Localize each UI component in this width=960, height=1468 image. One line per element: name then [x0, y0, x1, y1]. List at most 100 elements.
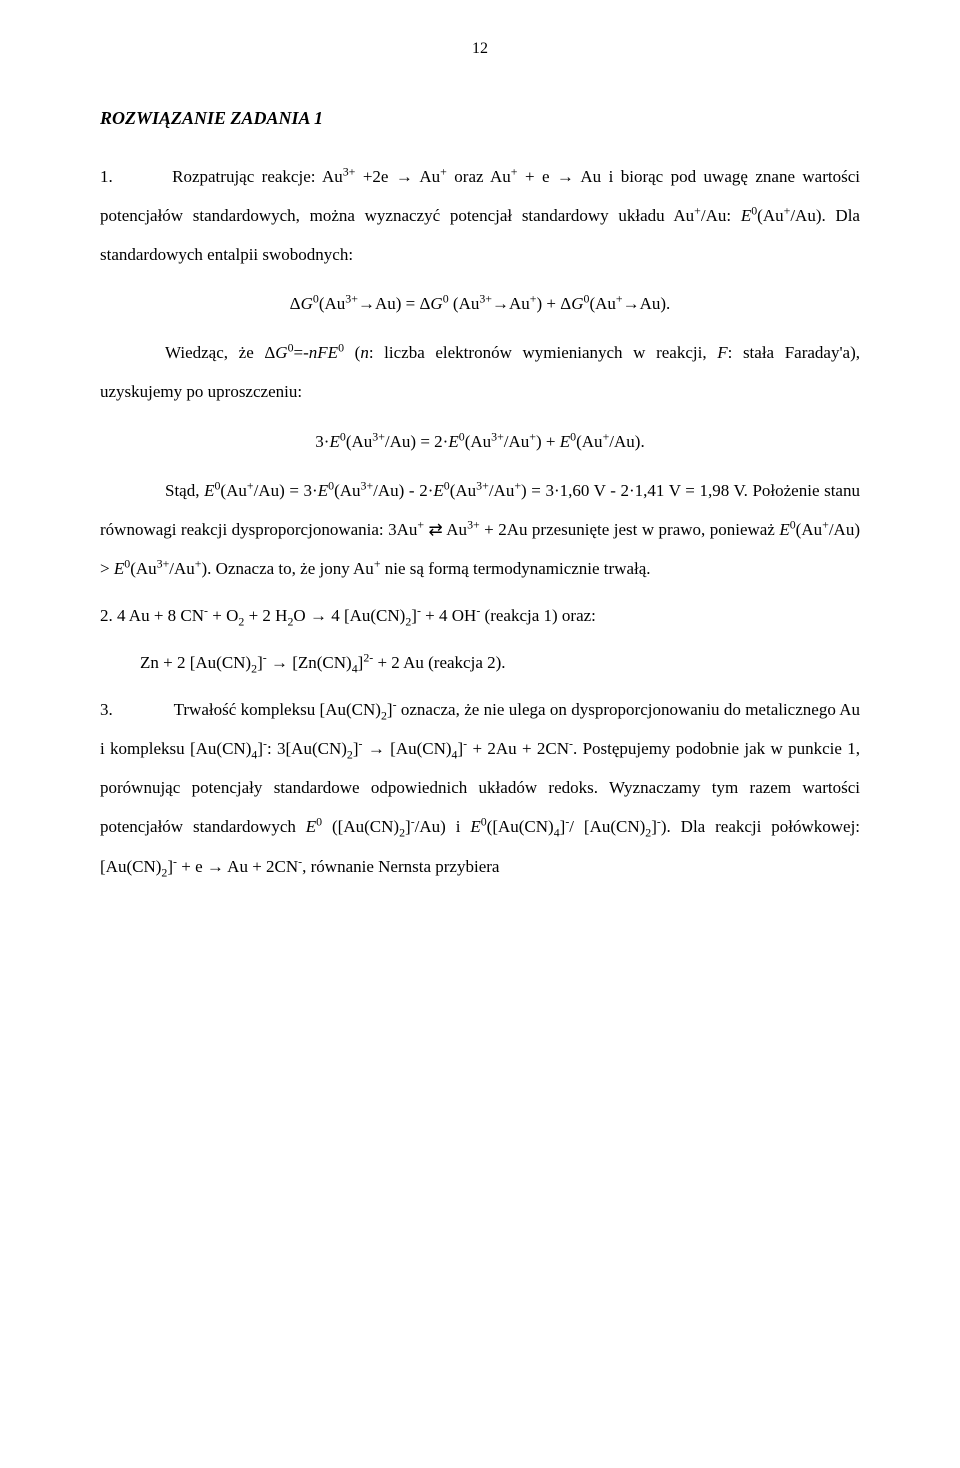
text: + 2 H: [244, 606, 287, 625]
text: Zn + 2 [Au(CN): [140, 653, 251, 672]
sup: 3+: [372, 429, 385, 443]
text: (Au: [796, 520, 822, 539]
text: ) +: [536, 432, 560, 451]
sup: +: [616, 292, 623, 306]
text: (Au: [757, 206, 783, 225]
text: ⇄ Au: [424, 520, 467, 539]
text: + 4 OH: [421, 606, 476, 625]
var-F: F: [717, 343, 727, 362]
var-E: E: [328, 343, 338, 362]
var-n: n: [360, 343, 369, 362]
text: /Au) = 2·: [385, 432, 448, 451]
sup: +: [511, 164, 518, 178]
text: 3.: [100, 700, 113, 719]
text: → [Au(CN): [363, 739, 452, 758]
sup: +: [694, 203, 701, 217]
text: : 3[Au(CN): [267, 739, 347, 758]
sup: 2-: [363, 650, 373, 664]
text: + e → Au + 2CN: [177, 857, 298, 876]
text: O → 4 [Au(CN): [293, 606, 405, 625]
var-G: G: [430, 294, 442, 313]
sup: +: [529, 429, 536, 443]
text: ). Oznacza to, że jony Au: [202, 559, 374, 578]
text: (Au: [334, 481, 360, 500]
text: + 2Au + 2CN: [467, 739, 569, 758]
sup: +: [374, 556, 381, 570]
text: +2e → Au: [355, 167, 440, 186]
text: / [Au(CN): [569, 817, 645, 836]
text: →Au: [492, 294, 530, 313]
text: Trwałość kompleksu [Au(CN): [174, 700, 381, 719]
var-E: E: [448, 432, 458, 451]
text: /Au: [489, 481, 515, 500]
sup: +: [822, 517, 829, 531]
sup: 3+: [467, 517, 480, 531]
text: Stąd,: [165, 481, 204, 500]
text: 3·: [315, 432, 329, 451]
var-E: E: [433, 481, 443, 500]
sup: 3+: [343, 164, 356, 178]
text: /Au) = 3·: [254, 481, 318, 500]
equation-1: ΔG0(Au3+→Au) = ΔG0 (Au3+→Au+) + ΔG0(Au+→…: [100, 284, 860, 323]
var-nF: nF: [309, 343, 328, 362]
text: (Au: [220, 481, 246, 500]
var-E: E: [306, 817, 316, 836]
text: + 2Au przesunięte jest w prawo, ponieważ: [480, 520, 780, 539]
text: : liczba elektronów wymienianych w reakc…: [369, 343, 717, 362]
text: (Au: [589, 294, 615, 313]
sup: 3+: [476, 478, 489, 492]
text: (Au: [450, 481, 476, 500]
text: ([Au(CN): [487, 817, 554, 836]
sup: 3+: [345, 292, 358, 306]
text: + O: [208, 606, 238, 625]
paragraph-3: Stąd, E0(Au+/Au) = 3·E0(Au3+/Au) - 2·E0(…: [100, 471, 860, 588]
var-E: E: [318, 481, 328, 500]
text: (Au: [346, 432, 372, 451]
text: /Au).: [609, 432, 644, 451]
text: (Au: [319, 294, 345, 313]
text: Δ: [290, 294, 301, 313]
paragraph-2: Wiedząc, że ΔG0=-nFE0 (n: liczba elektro…: [100, 333, 860, 411]
paragraph-6: 3. Trwałość kompleksu [Au(CN)2]- oznacza…: [100, 690, 860, 885]
text: /Au) i: [415, 817, 471, 836]
var-E: E: [114, 559, 124, 578]
sup: +: [195, 556, 202, 570]
text: + 2 Au (reakcja 2).: [373, 653, 505, 672]
paragraph-1: 1. Rozpatrując reakcje: Au3+ +2e → Au+ o…: [100, 157, 860, 274]
text: Rozpatrując reakcje: Au: [172, 167, 343, 186]
paragraph-4: 2. 4 Au + 8 CN- + O2 + 2 H2O → 4 [Au(CN)…: [100, 596, 860, 635]
solution-heading: ROZWIĄZANIE ZADANIA 1: [100, 108, 860, 129]
sup: 3+: [491, 429, 504, 443]
var-G: G: [275, 343, 287, 362]
text: nie są formą termodynamicznie trwałą.: [381, 559, 651, 578]
sup: 3+: [479, 292, 492, 306]
var-E: E: [329, 432, 339, 451]
sup: 3+: [157, 556, 170, 570]
text: ) + Δ: [537, 294, 572, 313]
text: (: [344, 343, 360, 362]
text: /Au: [169, 559, 195, 578]
text: → [Zn(CN): [267, 653, 352, 672]
text: 1.: [100, 167, 113, 186]
page-number: 12: [100, 40, 860, 58]
text: /Au) - 2·: [373, 481, 433, 500]
text: (Au: [465, 432, 491, 451]
text: (Au: [130, 559, 156, 578]
text: (Au: [576, 432, 602, 451]
text: (Au: [449, 294, 480, 313]
equation-2: 3·E0(Au3+/Au) = 2·E0(Au3+/Au+) + E0(Au+/…: [100, 422, 860, 461]
var-E: E: [560, 432, 570, 451]
var-G: G: [301, 294, 313, 313]
var-E: E: [779, 520, 789, 539]
var-E: E: [741, 206, 751, 225]
text: /Au: [504, 432, 530, 451]
text: =-: [294, 343, 309, 362]
text: Wiedząc, że Δ: [165, 343, 275, 362]
text: /Au:: [701, 206, 741, 225]
text: ([Au(CN): [322, 817, 399, 836]
text: 2. 4 Au + 8 CN: [100, 606, 204, 625]
text: →Au).: [623, 294, 671, 313]
var-G: G: [571, 294, 583, 313]
var-E: E: [204, 481, 214, 500]
sup: +: [530, 292, 537, 306]
